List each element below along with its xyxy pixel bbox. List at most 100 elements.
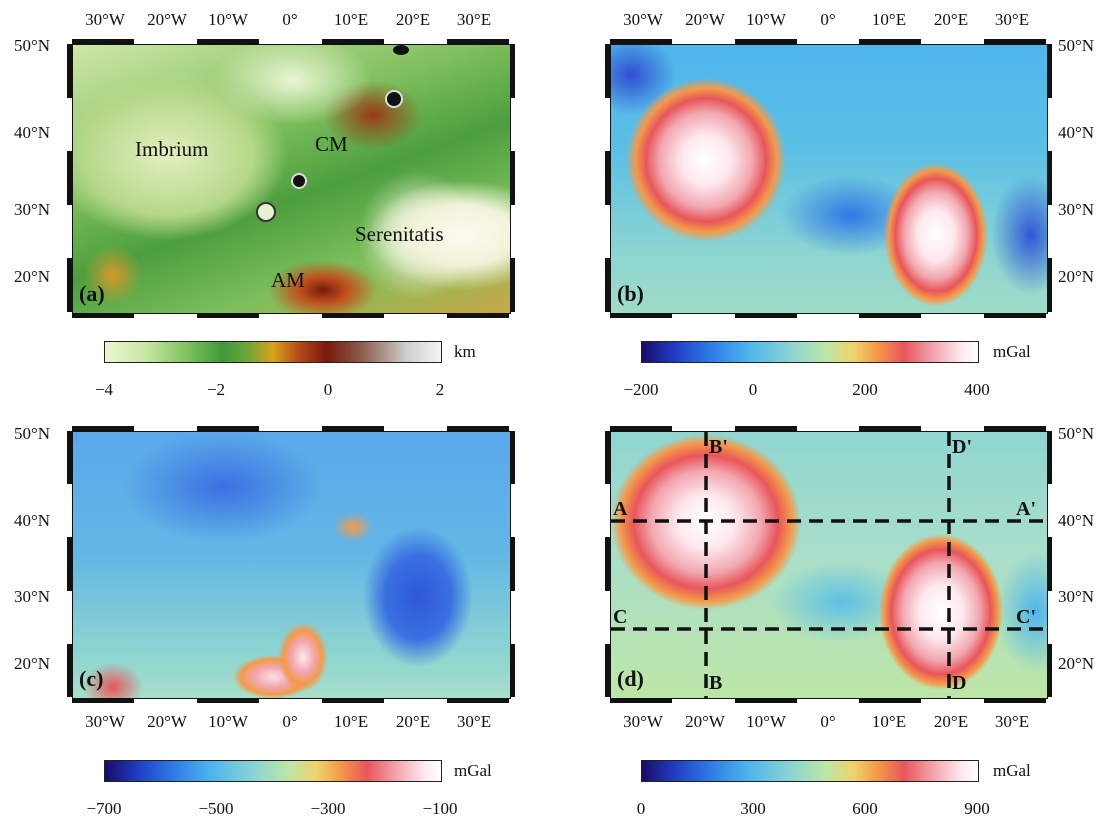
- profile-a-label: A: [613, 498, 628, 520]
- lat-tick-label: 30°N: [14, 200, 51, 219]
- map-frame-segment: [72, 698, 135, 703]
- lon-tick-label: 30°E: [456, 712, 492, 731]
- lon-tick-label: 30°E: [994, 712, 1030, 731]
- lon-tick-label: 0°: [282, 712, 298, 731]
- map-frame-segment: [446, 313, 509, 318]
- map-frame-segment: [734, 313, 797, 318]
- crater-marker: [385, 90, 403, 108]
- profile-d-label: D: [952, 672, 967, 694]
- colorbar-d-tick: 900: [964, 799, 990, 818]
- map-frame-segment: [510, 151, 515, 205]
- panel-d-gravity-map: (d) A A' C C' B' B D' D: [610, 431, 1048, 699]
- lat-tick-label: 20°N: [14, 267, 51, 286]
- map-frame-segment: [196, 313, 260, 318]
- profile-a-prime-label: A': [1016, 498, 1036, 520]
- lon-tick-label: 30°W: [85, 10, 125, 29]
- colorbar-b-tick: −200: [623, 380, 659, 399]
- colorbar-d-unit: mGal: [993, 761, 1031, 780]
- map-frame-segment: [605, 44, 610, 98]
- colorbar-a-tick: 2: [435, 380, 445, 399]
- serenitatis-label: Serenitatis: [355, 222, 444, 246]
- lon-tick-label: 20°W: [147, 712, 187, 731]
- map-frame-segment: [446, 698, 509, 703]
- panel-c-label: (c): [79, 666, 104, 691]
- map-frame-segment: [983, 698, 1046, 703]
- map-frame-segment: [1047, 537, 1052, 591]
- map-frame-segment: [321, 313, 385, 318]
- map-frame-segment: [321, 426, 385, 431]
- colorbar-c-unit: mGal: [454, 761, 492, 780]
- colorbar-a-unit: km: [454, 342, 476, 361]
- lon-tick-label: 30°W: [623, 10, 663, 29]
- map-frame-segment: [610, 39, 673, 44]
- colorbar-c-tick: −700: [86, 799, 122, 818]
- panel-a-topography-map: (a) Imbrium CM Serenitatis AM: [72, 44, 511, 314]
- map-frame-segment: [446, 426, 509, 431]
- lat-tick-label: 40°N: [14, 123, 51, 142]
- map-frame-segment: [446, 39, 509, 44]
- map-frame-segment: [983, 313, 1046, 318]
- map-frame-segment: [510, 258, 515, 312]
- colorbar-c-tick: −100: [422, 799, 458, 818]
- profile-c-prime-label: C': [1016, 606, 1036, 628]
- lon-tick-label: 0°: [820, 10, 836, 29]
- lat-tick-label: 30°N: [14, 587, 51, 606]
- lon-tick-label: 20°E: [933, 10, 969, 29]
- panel-b-label: (b): [617, 281, 644, 306]
- map-frame-segment: [67, 431, 72, 485]
- map-frame-segment: [510, 431, 515, 485]
- lat-tick-label: 50°N: [14, 424, 51, 443]
- panel-b-gravity-map: (b): [610, 44, 1048, 314]
- lat-tick-label: 40°N: [14, 511, 51, 530]
- map-frame-segment: [510, 537, 515, 591]
- map-frame-segment: [67, 151, 72, 205]
- lon-tick-label: 20°E: [395, 10, 431, 29]
- lat-tick-label: 50°N: [14, 36, 51, 55]
- colorbar-c-gravity: [104, 760, 442, 782]
- map-frame-segment: [67, 44, 72, 98]
- colorbar-b-unit: mGal: [993, 342, 1031, 361]
- profile-b-prime-label: B': [709, 436, 728, 458]
- lon-tick-label: 20°W: [685, 712, 725, 731]
- lon-tick-label: 30°E: [456, 10, 492, 29]
- map-frame-segment: [321, 698, 385, 703]
- map-frame-segment: [72, 39, 135, 44]
- colorbar-d-gravity: [641, 760, 979, 782]
- lon-tick-label: 0°: [282, 10, 298, 29]
- profile-b-label: B: [709, 672, 723, 694]
- lon-tick-label: 10°E: [871, 10, 907, 29]
- map-frame-segment: [196, 39, 260, 44]
- map-frame-segment: [510, 44, 515, 98]
- map-frame-segment: [1047, 643, 1052, 697]
- lat-tick-label: 30°N: [1058, 587, 1095, 606]
- crater-marker: [256, 202, 276, 222]
- lat-tick-label: 20°N: [14, 654, 51, 673]
- lat-tick-label: 40°N: [1058, 511, 1095, 530]
- map-frame-segment: [859, 313, 922, 318]
- map-frame-segment: [321, 39, 385, 44]
- map-frame-segment: [610, 426, 673, 431]
- colorbar-d-tick: 600: [852, 799, 878, 818]
- map-frame-segment: [859, 39, 922, 44]
- map-frame-segment: [72, 426, 135, 431]
- lon-tick-label: 10°W: [746, 10, 786, 29]
- profile-c-label: C: [613, 606, 628, 628]
- map-frame-segment: [605, 643, 610, 697]
- colorbar-b-tick: 400: [964, 380, 990, 399]
- lon-tick-label: 20°E: [933, 712, 969, 731]
- panel-c-gravity-map: (c): [72, 431, 511, 699]
- crater-marker: [393, 45, 409, 55]
- panel-a-label: (a): [79, 281, 105, 306]
- map-frame-segment: [859, 698, 922, 703]
- map-frame-segment: [1047, 258, 1052, 312]
- lon-tick-label: 20°W: [685, 10, 725, 29]
- colorbar-b-gravity: [641, 341, 979, 363]
- crater-marker: [291, 173, 307, 189]
- lon-tick-label: 10°W: [746, 712, 786, 731]
- map-frame-segment: [67, 643, 72, 697]
- lon-tick-label: 10°E: [333, 10, 369, 29]
- colorbar-a-tick: 0: [323, 380, 333, 399]
- map-frame-segment: [610, 313, 673, 318]
- lat-tick-label: 50°N: [1058, 424, 1095, 443]
- profile-d-prime-label: D': [952, 436, 972, 458]
